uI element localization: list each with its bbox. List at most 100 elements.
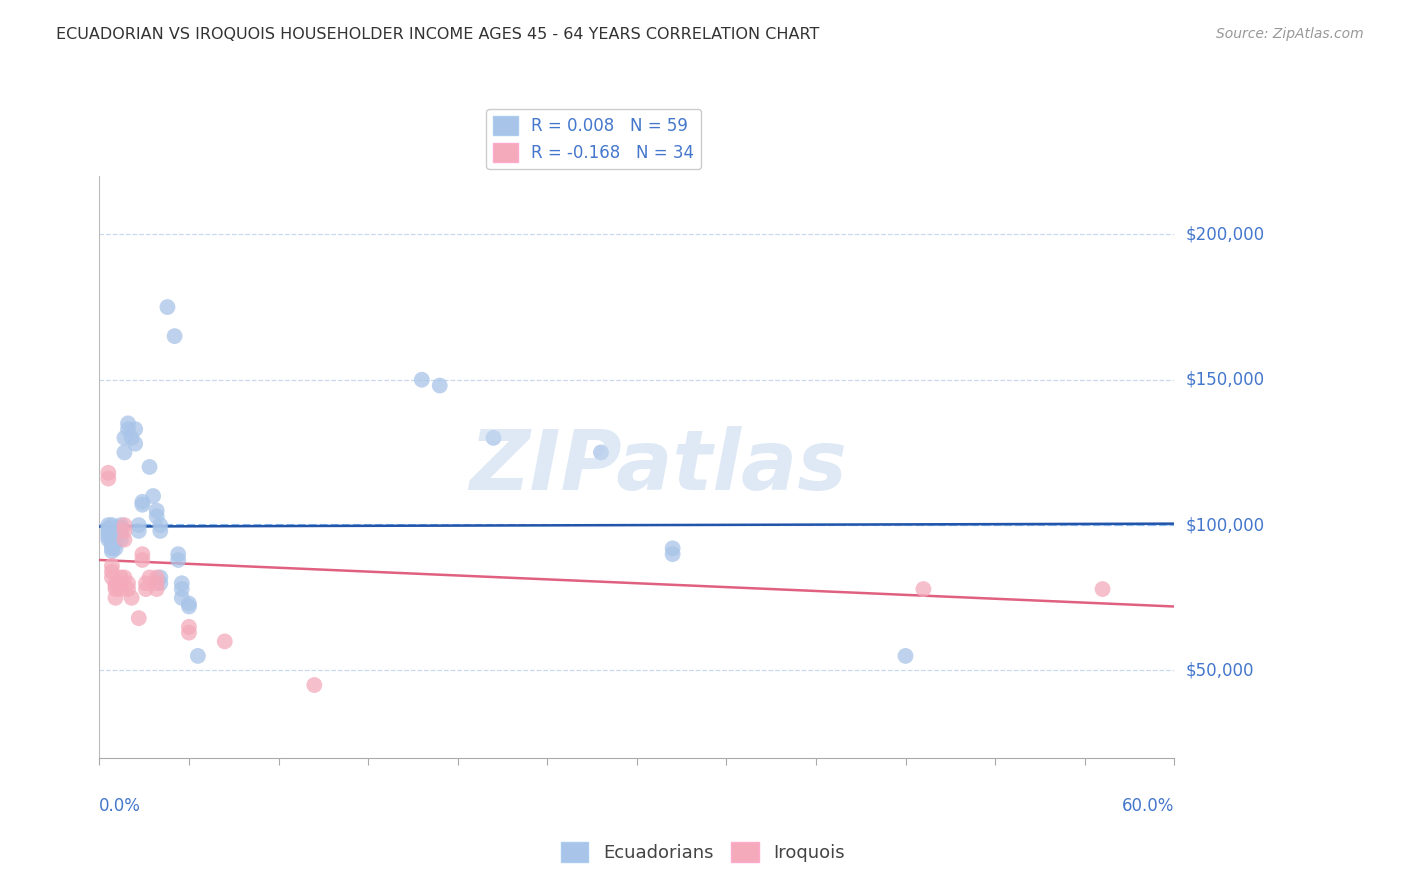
- Point: [101, 518, 124, 533]
- Point: [110, 521, 132, 535]
- Point: [128, 518, 150, 533]
- Point: [110, 576, 132, 591]
- Point: [101, 544, 124, 558]
- Point: [101, 533, 124, 547]
- Text: ECUADORIAN VS IROQUOIS HOUSEHOLDER INCOME AGES 45 - 64 YEARS CORRELATION CHART: ECUADORIAN VS IROQUOIS HOUSEHOLDER INCOM…: [56, 27, 820, 42]
- Point: [145, 576, 167, 591]
- Point: [149, 518, 172, 533]
- Point: [97, 533, 120, 547]
- Point: [661, 541, 683, 556]
- Point: [145, 570, 167, 584]
- Point: [167, 547, 190, 561]
- Point: [110, 582, 132, 596]
- Point: [97, 518, 120, 533]
- Text: $100,000: $100,000: [1185, 516, 1264, 534]
- Point: [411, 373, 433, 387]
- Point: [1091, 582, 1114, 596]
- Point: [145, 503, 167, 517]
- Text: $150,000: $150,000: [1185, 371, 1264, 389]
- Point: [912, 582, 935, 596]
- Point: [131, 553, 153, 567]
- Point: [661, 547, 683, 561]
- Point: [114, 533, 136, 547]
- Point: [131, 495, 153, 509]
- Legend: Ecuadorians, Iroquois: Ecuadorians, Iroquois: [554, 834, 852, 870]
- Point: [110, 570, 132, 584]
- Text: ZIPatlas: ZIPatlas: [470, 426, 848, 508]
- Point: [121, 591, 143, 605]
- Point: [97, 526, 120, 541]
- Point: [104, 526, 127, 541]
- Text: $50,000: $50,000: [1185, 662, 1254, 680]
- Point: [482, 431, 505, 445]
- Point: [117, 576, 139, 591]
- Point: [156, 300, 179, 314]
- Point: [104, 582, 127, 596]
- Point: [128, 611, 150, 625]
- Point: [124, 422, 146, 436]
- Point: [97, 524, 120, 538]
- Point: [117, 422, 139, 436]
- Point: [894, 648, 917, 663]
- Point: [114, 431, 136, 445]
- Point: [135, 576, 157, 591]
- Point: [110, 526, 132, 541]
- Point: [101, 541, 124, 556]
- Point: [589, 445, 612, 459]
- Point: [104, 591, 127, 605]
- Point: [177, 599, 200, 614]
- Point: [101, 535, 124, 549]
- Point: [177, 620, 200, 634]
- Point: [104, 541, 127, 556]
- Text: 60.0%: 60.0%: [1122, 797, 1174, 814]
- Point: [145, 582, 167, 596]
- Text: $200,000: $200,000: [1185, 226, 1264, 244]
- Point: [131, 498, 153, 512]
- Point: [114, 518, 136, 533]
- Point: [104, 521, 127, 535]
- Point: [104, 535, 127, 549]
- Point: [131, 547, 153, 561]
- Point: [114, 524, 136, 538]
- Point: [163, 329, 186, 343]
- Point: [101, 565, 124, 579]
- Point: [101, 530, 124, 544]
- Point: [177, 625, 200, 640]
- Point: [149, 524, 172, 538]
- Point: [167, 553, 190, 567]
- Point: [101, 538, 124, 552]
- Point: [214, 634, 236, 648]
- Point: [104, 579, 127, 593]
- Point: [101, 570, 124, 584]
- Point: [97, 530, 120, 544]
- Point: [170, 591, 193, 605]
- Point: [149, 570, 172, 584]
- Point: [138, 570, 160, 584]
- Point: [110, 533, 132, 547]
- Point: [110, 518, 132, 533]
- Text: Source: ZipAtlas.com: Source: ZipAtlas.com: [1216, 27, 1364, 41]
- Point: [117, 417, 139, 431]
- Point: [124, 436, 146, 450]
- Point: [121, 431, 143, 445]
- Point: [429, 378, 451, 392]
- Point: [138, 459, 160, 474]
- Point: [187, 648, 209, 663]
- Point: [117, 582, 139, 596]
- Text: 0.0%: 0.0%: [100, 797, 141, 814]
- Point: [170, 576, 193, 591]
- Point: [97, 521, 120, 535]
- Point: [104, 576, 127, 591]
- Point: [142, 489, 165, 503]
- Point: [114, 570, 136, 584]
- Point: [135, 582, 157, 596]
- Legend: R = 0.008   N = 59, R = -0.168   N = 34: R = 0.008 N = 59, R = -0.168 N = 34: [486, 109, 702, 169]
- Point: [97, 466, 120, 480]
- Point: [149, 576, 172, 591]
- Point: [304, 678, 326, 692]
- Point: [104, 530, 127, 544]
- Point: [128, 524, 150, 538]
- Point: [177, 597, 200, 611]
- Point: [145, 509, 167, 524]
- Point: [114, 445, 136, 459]
